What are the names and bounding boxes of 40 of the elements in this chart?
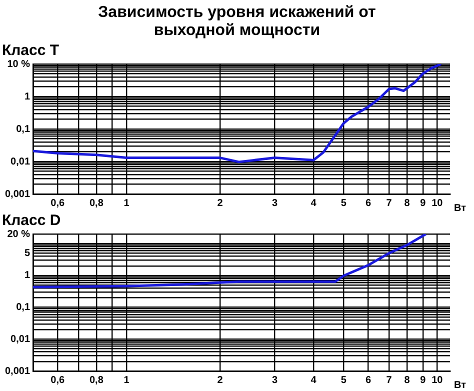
x-tick-label: 4	[310, 198, 317, 209]
x-tick-label: 5	[340, 198, 347, 209]
x-tick-label: 7	[386, 198, 392, 209]
x-tick-label: 8	[404, 374, 410, 386]
chart-subtitle: Класс T	[2, 42, 60, 60]
x-tick-label: 1	[124, 374, 130, 386]
x-tick-label: 9	[420, 198, 426, 209]
y-tick-label: 0,001	[4, 366, 30, 377]
x-tick-label: 7	[386, 374, 392, 386]
y-tick-label: 10 %	[7, 58, 30, 70]
x-tick-label: 0,8	[89, 198, 104, 209]
x-tick-label: 8	[404, 198, 410, 209]
x-tick-label: 4	[310, 374, 317, 386]
x-tick-label: 0,6	[50, 374, 66, 386]
y-tick-label: 0,01	[10, 156, 30, 168]
x-tick-label: 10	[432, 374, 444, 386]
y-tick-label: 0,01	[10, 334, 30, 345]
y-tick-label: 5	[24, 248, 30, 259]
x-axis-title: Вт	[454, 380, 466, 391]
x-tick-label: 2	[217, 198, 224, 209]
y-tick-label: 0,001	[4, 188, 30, 200]
x-tick-label: 9	[420, 374, 426, 386]
x-tick-label: 3	[272, 198, 278, 209]
x-tick-label: 3	[272, 374, 278, 386]
chart-title: Класс D	[2, 212, 61, 230]
x-tick-label: 0,8	[89, 374, 104, 386]
y-tick-label: 20 %	[7, 228, 30, 240]
y-tick-label: 0,1	[16, 302, 30, 314]
x-tick-label: 5	[340, 374, 347, 386]
x-tick-label: 2	[217, 374, 224, 386]
x-tick-label: 6	[365, 198, 372, 209]
chart-title: Зависимость уровня искажений от выходной мощности	[97, 3, 377, 41]
x-tick-label: 1	[124, 198, 130, 209]
y-tick-label: 1	[24, 270, 30, 282]
x-tick-label: 0,6	[50, 198, 66, 209]
y-tick-label: 0,1	[16, 124, 30, 135]
x-axis-title: Вт	[454, 202, 466, 214]
x-tick-label: 6	[365, 374, 372, 386]
y-tick-label: 1	[24, 91, 30, 102]
x-tick-label: 10	[432, 198, 444, 209]
